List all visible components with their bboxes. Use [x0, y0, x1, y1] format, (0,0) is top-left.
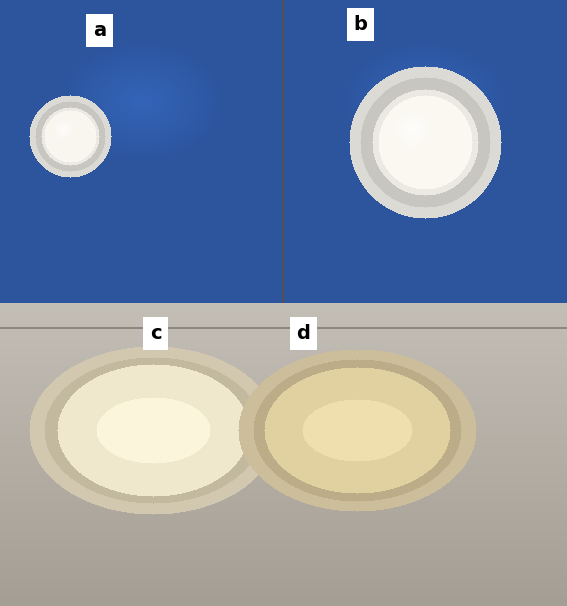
Text: c: c	[150, 324, 162, 343]
Text: d: d	[297, 324, 311, 343]
Text: b: b	[354, 15, 367, 34]
Text: a: a	[93, 21, 106, 40]
